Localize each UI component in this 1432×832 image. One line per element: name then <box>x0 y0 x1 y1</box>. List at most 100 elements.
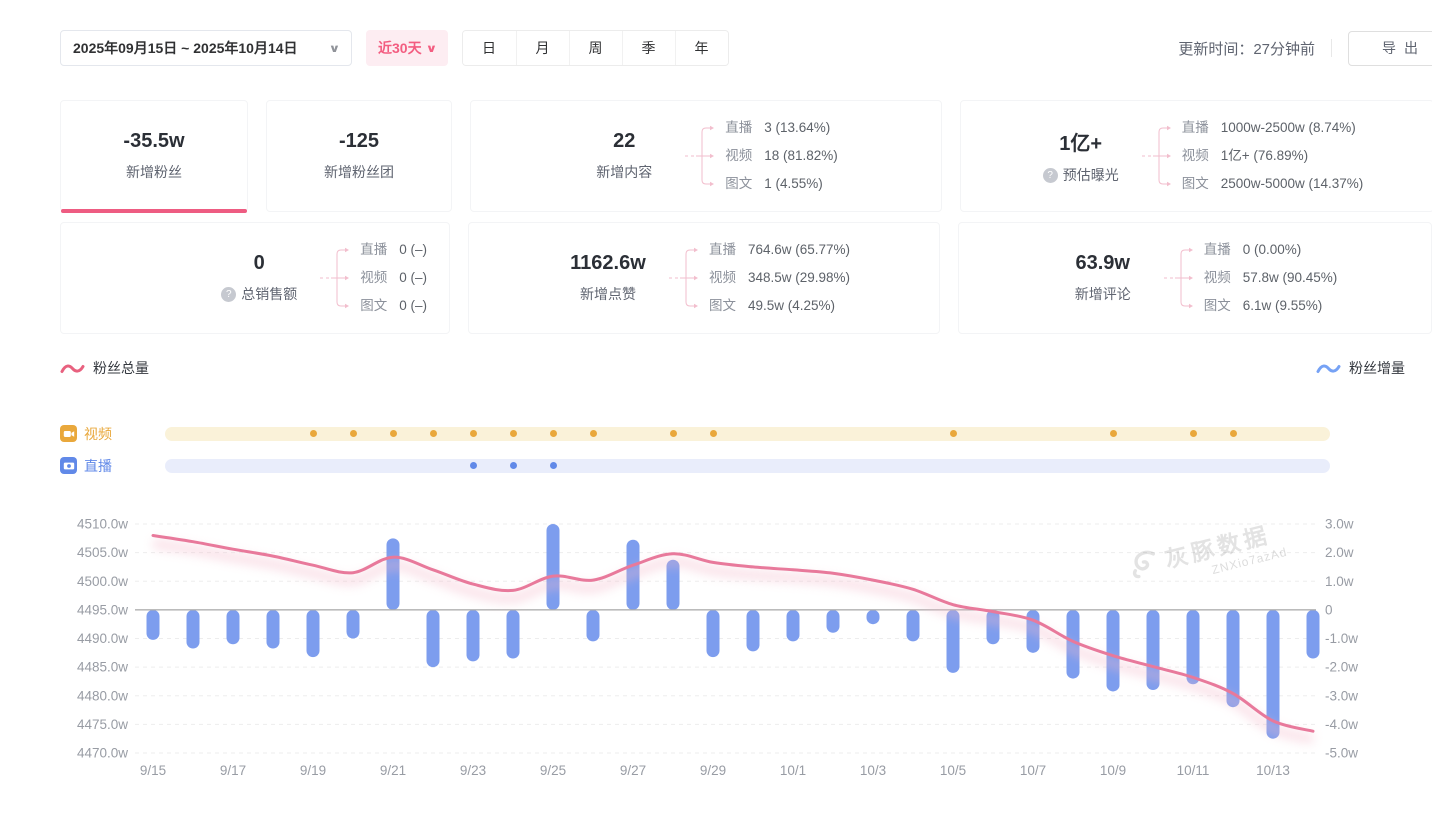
quick-range-last30[interactable]: 近30天 ∨ <box>366 30 448 66</box>
event-dot[interactable] <box>669 430 677 437</box>
event-dot[interactable] <box>309 430 317 437</box>
event-dot[interactable] <box>949 430 957 437</box>
breakdown-row: 图文 0 (–) <box>360 298 427 313</box>
stat-card-new-likes[interactable]: 1162.6w 新增点赞 直播 764.6w (65.77%) 视频 348.5w … <box>468 222 940 334</box>
stat-value-block: -125 新增粉丝团 <box>309 130 409 182</box>
breakdown-row: 视频 348.5w (29.98%) <box>708 270 851 285</box>
tab-day[interactable]: 日 <box>462 31 516 65</box>
event-dot[interactable] <box>509 462 517 469</box>
event-dot[interactable] <box>469 462 477 469</box>
svg-text:9/15: 9/15 <box>140 763 166 778</box>
svg-text:4485.0w: 4485.0w <box>77 660 128 675</box>
event-dot[interactable] <box>509 430 517 437</box>
legend-fans-total[interactable]: 粉丝总量 <box>60 358 149 378</box>
svg-text:0: 0 <box>1325 602 1333 617</box>
breakdown-row: 图文 6.1w (9.55%) <box>1203 298 1323 313</box>
stat-card-new-comments[interactable]: 63.9w 新增评论 直播 0 (0.00%) 视频 57.8w (90.45%) … <box>958 222 1432 334</box>
svg-text:4500.0w: 4500.0w <box>77 574 128 589</box>
event-dot[interactable] <box>589 430 597 437</box>
live-track-timeline[interactable] <box>165 458 1330 473</box>
stat-value: 1亿+ <box>1059 133 1103 155</box>
stat-value: -35.5w <box>123 130 185 152</box>
stats-row-2: 0 ? 总销售额 直播 0 (–) 视频 0 (–) <box>60 222 1432 334</box>
event-dot[interactable] <box>469 430 477 437</box>
fans-trend-chart: 4510.0w 3.0w 4505.0w 2.0w 4500.0w 1.0w 4495.0w… <box>0 415 1432 832</box>
tab-month[interactable]: 月 <box>515 31 569 65</box>
stat-label: 新增粉丝 <box>126 164 182 180</box>
breakdown-row: 图文 1 (4.55%) <box>725 176 823 191</box>
breakdown-rows: 直播 0 (–) 视频 0 (–) 图文 0 (–) <box>360 241 427 315</box>
event-dot[interactable] <box>549 462 557 469</box>
event-dot[interactable] <box>1109 430 1117 437</box>
stat-label: 新增粉丝团 <box>324 164 394 180</box>
help-icon[interactable]: ? <box>1042 167 1058 183</box>
live-icon <box>60 457 77 474</box>
breakdown-row: 视频 57.8w (90.45%) <box>1203 270 1338 285</box>
divider <box>1331 39 1332 57</box>
event-dot[interactable] <box>549 430 557 437</box>
legend-fans-increment[interactable]: 粉丝增量 <box>1316 358 1405 378</box>
breakdown-connector <box>1163 247 1193 309</box>
stat-card-new-fan-club[interactable]: -125 新增粉丝团 <box>266 100 452 212</box>
breakdown-rows: 直播 0 (0.00%) 视频 57.8w (90.45%) 图文 6.1w (9.5… <box>1204 241 1338 315</box>
stat-value-block: 63.9w 新增评论 <box>1053 252 1153 304</box>
breakdown-connector <box>668 247 698 309</box>
export-button[interactable]: 导出 <box>1348 30 1432 66</box>
breakdown-row: 视频 1亿+ (76.89%) <box>1181 148 1309 163</box>
breakdown-connector <box>320 247 350 309</box>
breakdown-rows: 直播 1000w-2500w (8.74%) 视频 1亿+ (76.89%) 图文 2… <box>1182 119 1364 193</box>
svg-text:10/11: 10/11 <box>1177 763 1210 778</box>
toolbar: 2025年09月15日 ~ 2025年10月14日 ∨ 近30天 ∨ 日 月 周… <box>60 30 1432 66</box>
svg-text:10/13: 10/13 <box>1256 763 1290 778</box>
svg-text:2.0w: 2.0w <box>1325 545 1354 560</box>
help-icon[interactable]: ? <box>221 286 237 302</box>
date-range-text: 2025年09月15日 ~ 2025年10月14日 <box>73 40 298 56</box>
stat-value-block: 1162.6w 新增点赞 <box>558 252 658 304</box>
date-range-picker[interactable]: 2025年09月15日 ~ 2025年10月14日 ∨ <box>60 30 352 66</box>
breakdown-row: 视频 0 (–) <box>360 270 427 285</box>
tab-year[interactable]: 年 <box>674 31 728 65</box>
svg-text:1.0w: 1.0w <box>1325 574 1354 589</box>
svg-text:9/25: 9/25 <box>540 763 566 778</box>
blue-wave-icon <box>1316 364 1341 373</box>
stat-card-new-fans[interactable]: -35.5w 新增粉丝 <box>60 100 248 213</box>
event-dot[interactable] <box>389 430 397 437</box>
event-dot[interactable] <box>709 430 717 437</box>
svg-text:4505.0w: 4505.0w <box>77 545 128 560</box>
chevron-down-icon: ∨ <box>328 42 341 55</box>
event-dot[interactable] <box>1189 430 1197 437</box>
svg-text:10/1: 10/1 <box>780 763 806 778</box>
stat-value-block: 22 新增内容 <box>574 130 674 182</box>
svg-text:9/29: 9/29 <box>700 763 726 778</box>
svg-text:4510.0w: 4510.0w <box>77 517 128 532</box>
svg-text:-1.0w: -1.0w <box>1325 631 1358 646</box>
event-dot[interactable] <box>429 430 437 437</box>
breakdown-row: 直播 1000w-2500w (8.74%) <box>1181 120 1356 135</box>
video-track-label: 视频 <box>84 425 112 442</box>
svg-text:10/5: 10/5 <box>940 763 966 778</box>
tab-week[interactable]: 周 <box>568 31 622 65</box>
video-event-track: 视频 <box>60 425 1330 442</box>
breakdown-connector <box>1141 125 1171 187</box>
breakdown-row: 直播 0 (0.00%) <box>1203 242 1302 257</box>
chart-plot-area[interactable]: 4510.0w 3.0w 4505.0w 2.0w 4500.0w 1.0w 4495.0w… <box>0 415 1432 832</box>
tab-quarter[interactable]: 季 <box>621 31 675 65</box>
svg-text:9/23: 9/23 <box>460 763 486 778</box>
svg-text:9/21: 9/21 <box>380 763 406 778</box>
stat-label: 新增点赞 <box>579 286 636 302</box>
video-track-timeline[interactable] <box>165 426 1330 441</box>
breakdown-rows: 直播 3 (13.64%) 视频 18 (81.82%) 图文 1 (4.55%) <box>725 119 838 193</box>
stat-value-block: 1亿+ ? 预估曝光 <box>1031 127 1131 185</box>
stat-value-block: 0 ? 总销售额 <box>209 252 309 304</box>
stat-card-new-content[interactable]: 22 新增内容 直播 3 (13.64%) 视频 18 (81.82%) 图文 1 (… <box>470 100 942 212</box>
stat-value: 0 <box>253 252 265 274</box>
stat-value: 63.9w <box>1075 252 1130 274</box>
svg-text:-3.0w: -3.0w <box>1325 688 1358 703</box>
event-dot[interactable] <box>349 430 357 437</box>
pink-wave-icon <box>60 364 85 373</box>
stat-card-total-sales[interactable]: 0 ? 总销售额 直播 0 (–) 视频 0 (–) <box>60 222 450 334</box>
event-dot[interactable] <box>1229 430 1237 437</box>
svg-text:4495.0w: 4495.0w <box>77 602 128 617</box>
stat-card-estimated-exposure[interactable]: 1亿+ ? 预估曝光 直播 1000w-2500w (8.74%) <box>960 100 1432 212</box>
